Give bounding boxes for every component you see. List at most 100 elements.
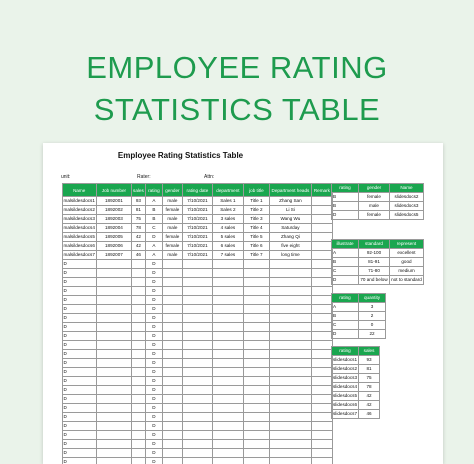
table-cell bbox=[95, 277, 132, 287]
table-cell: D bbox=[144, 331, 163, 341]
table-cell: 1892004 bbox=[95, 223, 132, 233]
table-cell bbox=[310, 331, 333, 341]
table-cell: Title 5 bbox=[242, 232, 270, 242]
table-cell bbox=[242, 340, 270, 350]
table-cell bbox=[268, 412, 312, 422]
table-cell: D bbox=[144, 385, 163, 395]
table-cell bbox=[95, 430, 132, 440]
table-cell bbox=[242, 331, 270, 341]
table-cell bbox=[268, 403, 312, 413]
table-cell: slidesdocs3 bbox=[389, 200, 424, 211]
table-cell: long time bbox=[268, 250, 312, 260]
table-cell bbox=[242, 448, 270, 458]
table-cell bbox=[161, 286, 183, 296]
table-cell bbox=[242, 430, 270, 440]
table-cell bbox=[130, 439, 146, 449]
rater-label: Rater: bbox=[137, 174, 151, 180]
table-cell: slidesdocs5 bbox=[389, 209, 424, 220]
table-cell bbox=[268, 448, 312, 458]
table-cell bbox=[181, 394, 213, 404]
table-cell bbox=[130, 376, 146, 386]
table-cell: D bbox=[61, 268, 97, 278]
table-cell bbox=[211, 313, 244, 323]
table-cell: C bbox=[331, 319, 359, 330]
table-cell bbox=[242, 457, 270, 464]
table-cell bbox=[310, 232, 333, 242]
table-cell bbox=[310, 385, 333, 395]
table-cell: Li Si bbox=[268, 205, 312, 215]
table-cell bbox=[211, 430, 244, 440]
table-cell: female bbox=[161, 205, 183, 215]
table-cell: medium bbox=[389, 265, 424, 276]
table-cell bbox=[181, 457, 213, 464]
table-cell: D bbox=[144, 421, 163, 431]
table-cell bbox=[181, 439, 213, 449]
table-cell bbox=[242, 421, 270, 431]
table-cell bbox=[310, 214, 333, 224]
table-cell: D bbox=[144, 457, 163, 464]
table-cell: D bbox=[61, 430, 97, 440]
column-header: rating bbox=[331, 183, 359, 193]
column-header: gender bbox=[161, 183, 183, 197]
table-cell: 42 bbox=[358, 399, 381, 410]
table-cell: D bbox=[61, 349, 97, 359]
table-cell bbox=[242, 268, 270, 278]
table-cell bbox=[161, 277, 183, 287]
table-cell: 42 bbox=[358, 390, 381, 401]
table-cell: D bbox=[61, 403, 97, 413]
table-cell bbox=[161, 403, 183, 413]
table-cell: A bbox=[144, 250, 163, 260]
table-cell: Title 4 bbox=[242, 223, 270, 233]
column-header: Job number bbox=[95, 183, 132, 197]
table-cell: slidesdocs3 bbox=[330, 372, 360, 383]
table-cell: D bbox=[61, 331, 97, 341]
table-cell bbox=[242, 322, 270, 332]
table-cell: D bbox=[144, 286, 163, 296]
table-cell: 70 and below bbox=[358, 274, 390, 285]
column-header: job title bbox=[242, 183, 270, 197]
table-row: slidesdocs7 46 bbox=[330, 408, 381, 419]
table-cell: male bbox=[161, 196, 183, 206]
table-cell bbox=[310, 340, 333, 350]
table-cell: Title 6 bbox=[242, 241, 270, 251]
table-cell: 7 sales bbox=[211, 250, 244, 260]
table-cell bbox=[161, 340, 183, 350]
table-cell: 6 sales bbox=[211, 241, 244, 251]
table-cell: good bbox=[389, 256, 424, 267]
table-cell: B bbox=[331, 200, 359, 211]
table-cell bbox=[130, 457, 146, 464]
table-cell: 7/10/2021 bbox=[181, 241, 213, 251]
table-cell: 92-100 bbox=[358, 247, 390, 258]
table-cell: D bbox=[61, 439, 97, 449]
table-cell: D bbox=[61, 394, 97, 404]
table-cell bbox=[310, 241, 333, 251]
table-cell: D bbox=[61, 304, 97, 314]
table-cell bbox=[211, 259, 244, 269]
table-cell: D bbox=[144, 376, 163, 386]
table-cell: D bbox=[61, 286, 97, 296]
table-cell: female bbox=[161, 232, 183, 242]
table-cell bbox=[268, 277, 312, 287]
column-header: rating bbox=[330, 346, 360, 356]
table-cell: D bbox=[61, 367, 97, 377]
table-cell bbox=[310, 259, 333, 269]
table-cell: 7/10/2021 bbox=[181, 214, 213, 224]
table-cell bbox=[310, 268, 333, 278]
table-cell bbox=[211, 394, 244, 404]
table-cell bbox=[161, 439, 183, 449]
table-row: slidesdocs2 81 bbox=[330, 363, 381, 374]
table-cell bbox=[181, 367, 213, 377]
table-cell bbox=[95, 439, 132, 449]
spreadsheet-preview: Employee Rating Statistics Table unit: R… bbox=[43, 143, 443, 464]
